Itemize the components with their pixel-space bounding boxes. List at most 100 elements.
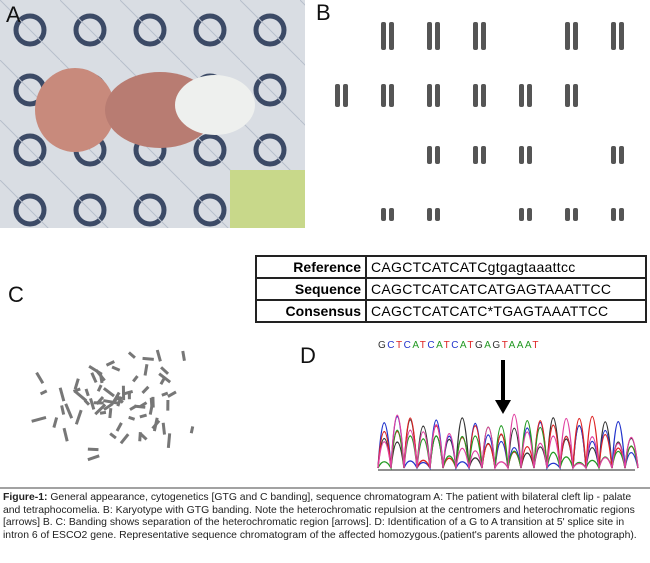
chromosome [527, 146, 532, 164]
chromosome [573, 208, 578, 221]
chromosome [381, 208, 386, 221]
chromosome [87, 447, 99, 452]
chromosome [73, 390, 88, 402]
chromosome [159, 377, 166, 385]
chromosome [435, 84, 440, 107]
chromosome [108, 408, 113, 419]
chromosome [435, 146, 440, 164]
chromosome [161, 422, 166, 435]
chromosome [143, 363, 149, 376]
chromosome [573, 84, 578, 107]
chromosome [64, 403, 74, 419]
chromosome [129, 404, 138, 411]
caption-label: Figure-1: [3, 492, 48, 503]
sequence: CAGCTCATCATCATGAGTAAATTCC [365, 277, 647, 301]
chromosome [152, 417, 159, 432]
row-header: Sequence [255, 277, 367, 301]
chromosome [87, 454, 100, 462]
chromosome [611, 208, 616, 221]
base: A [436, 340, 443, 351]
chromosome [39, 389, 48, 396]
chromosome [52, 417, 59, 428]
base: C [387, 340, 396, 351]
chromosome [519, 208, 524, 221]
sequence-table: Reference CAGCTCATCATCgtgagtaaattcc Sequen… [255, 255, 647, 323]
photo-cloth [230, 170, 305, 228]
chromosome [565, 208, 570, 221]
chromosome [427, 146, 432, 164]
chromosome [72, 387, 81, 393]
chromosome [473, 84, 478, 107]
chromosome [148, 402, 155, 415]
chromosome [113, 395, 121, 403]
chromosome [389, 84, 394, 107]
chromosome [94, 403, 107, 416]
base: A [517, 340, 525, 351]
chromosome [119, 433, 130, 445]
chromosome [427, 84, 432, 107]
base: T [532, 340, 540, 351]
base: C [427, 340, 436, 351]
chromosome [128, 415, 136, 421]
chromosome [99, 410, 107, 415]
chromosome [619, 208, 624, 221]
chromosome [573, 22, 578, 50]
chromosome [427, 22, 432, 50]
chromosome [123, 390, 134, 396]
panel-label: D [300, 343, 316, 368]
chromosome [335, 84, 340, 107]
chromosome [389, 208, 394, 221]
base: A [484, 340, 492, 351]
base: A [525, 340, 532, 351]
base: C [451, 340, 460, 351]
chromosome [527, 84, 532, 107]
chromosome [139, 432, 148, 441]
chromosome [611, 146, 616, 164]
chromosome [102, 387, 115, 398]
base: T [420, 340, 428, 351]
chromosome [381, 22, 386, 50]
chromosome [84, 388, 90, 397]
chromosome [473, 146, 478, 164]
chromosome [189, 426, 195, 434]
base: T [502, 340, 509, 351]
chromosome [115, 422, 123, 432]
chromosome [60, 405, 66, 415]
chromosome [481, 22, 486, 50]
chromosome [527, 208, 532, 221]
chromosome [473, 22, 478, 50]
chromosome [481, 146, 486, 164]
chromosome [619, 22, 624, 50]
chromosome [160, 366, 170, 375]
base: T [444, 340, 452, 351]
chromosome [74, 409, 83, 425]
chromosome [134, 404, 146, 409]
panel-label: A [6, 2, 21, 27]
chromosome [58, 387, 66, 402]
base: G [492, 340, 501, 351]
chromosome [109, 432, 117, 440]
chromosome [161, 391, 169, 397]
chromosome [103, 402, 114, 411]
base: T [396, 340, 404, 351]
chromosome [31, 416, 47, 423]
chromosome [519, 84, 524, 107]
chromosome [139, 413, 148, 419]
chromosome [158, 372, 172, 384]
row-header: Consensus [255, 299, 367, 323]
base: C [404, 340, 413, 351]
chromosome [481, 84, 486, 107]
chromosome [132, 375, 139, 383]
caption: Figure-1: General appearance, cytogeneti… [3, 492, 647, 542]
chromosome [435, 208, 440, 221]
chromosome [389, 22, 394, 50]
chromosome [73, 378, 80, 390]
chromosome [155, 349, 162, 362]
chromosome [95, 395, 105, 406]
table-row: Sequence CAGCTCATCATCATGAGTAAATTCC [255, 277, 647, 301]
chromosome [611, 22, 616, 50]
chromosome [181, 350, 186, 361]
base: G [378, 340, 387, 351]
